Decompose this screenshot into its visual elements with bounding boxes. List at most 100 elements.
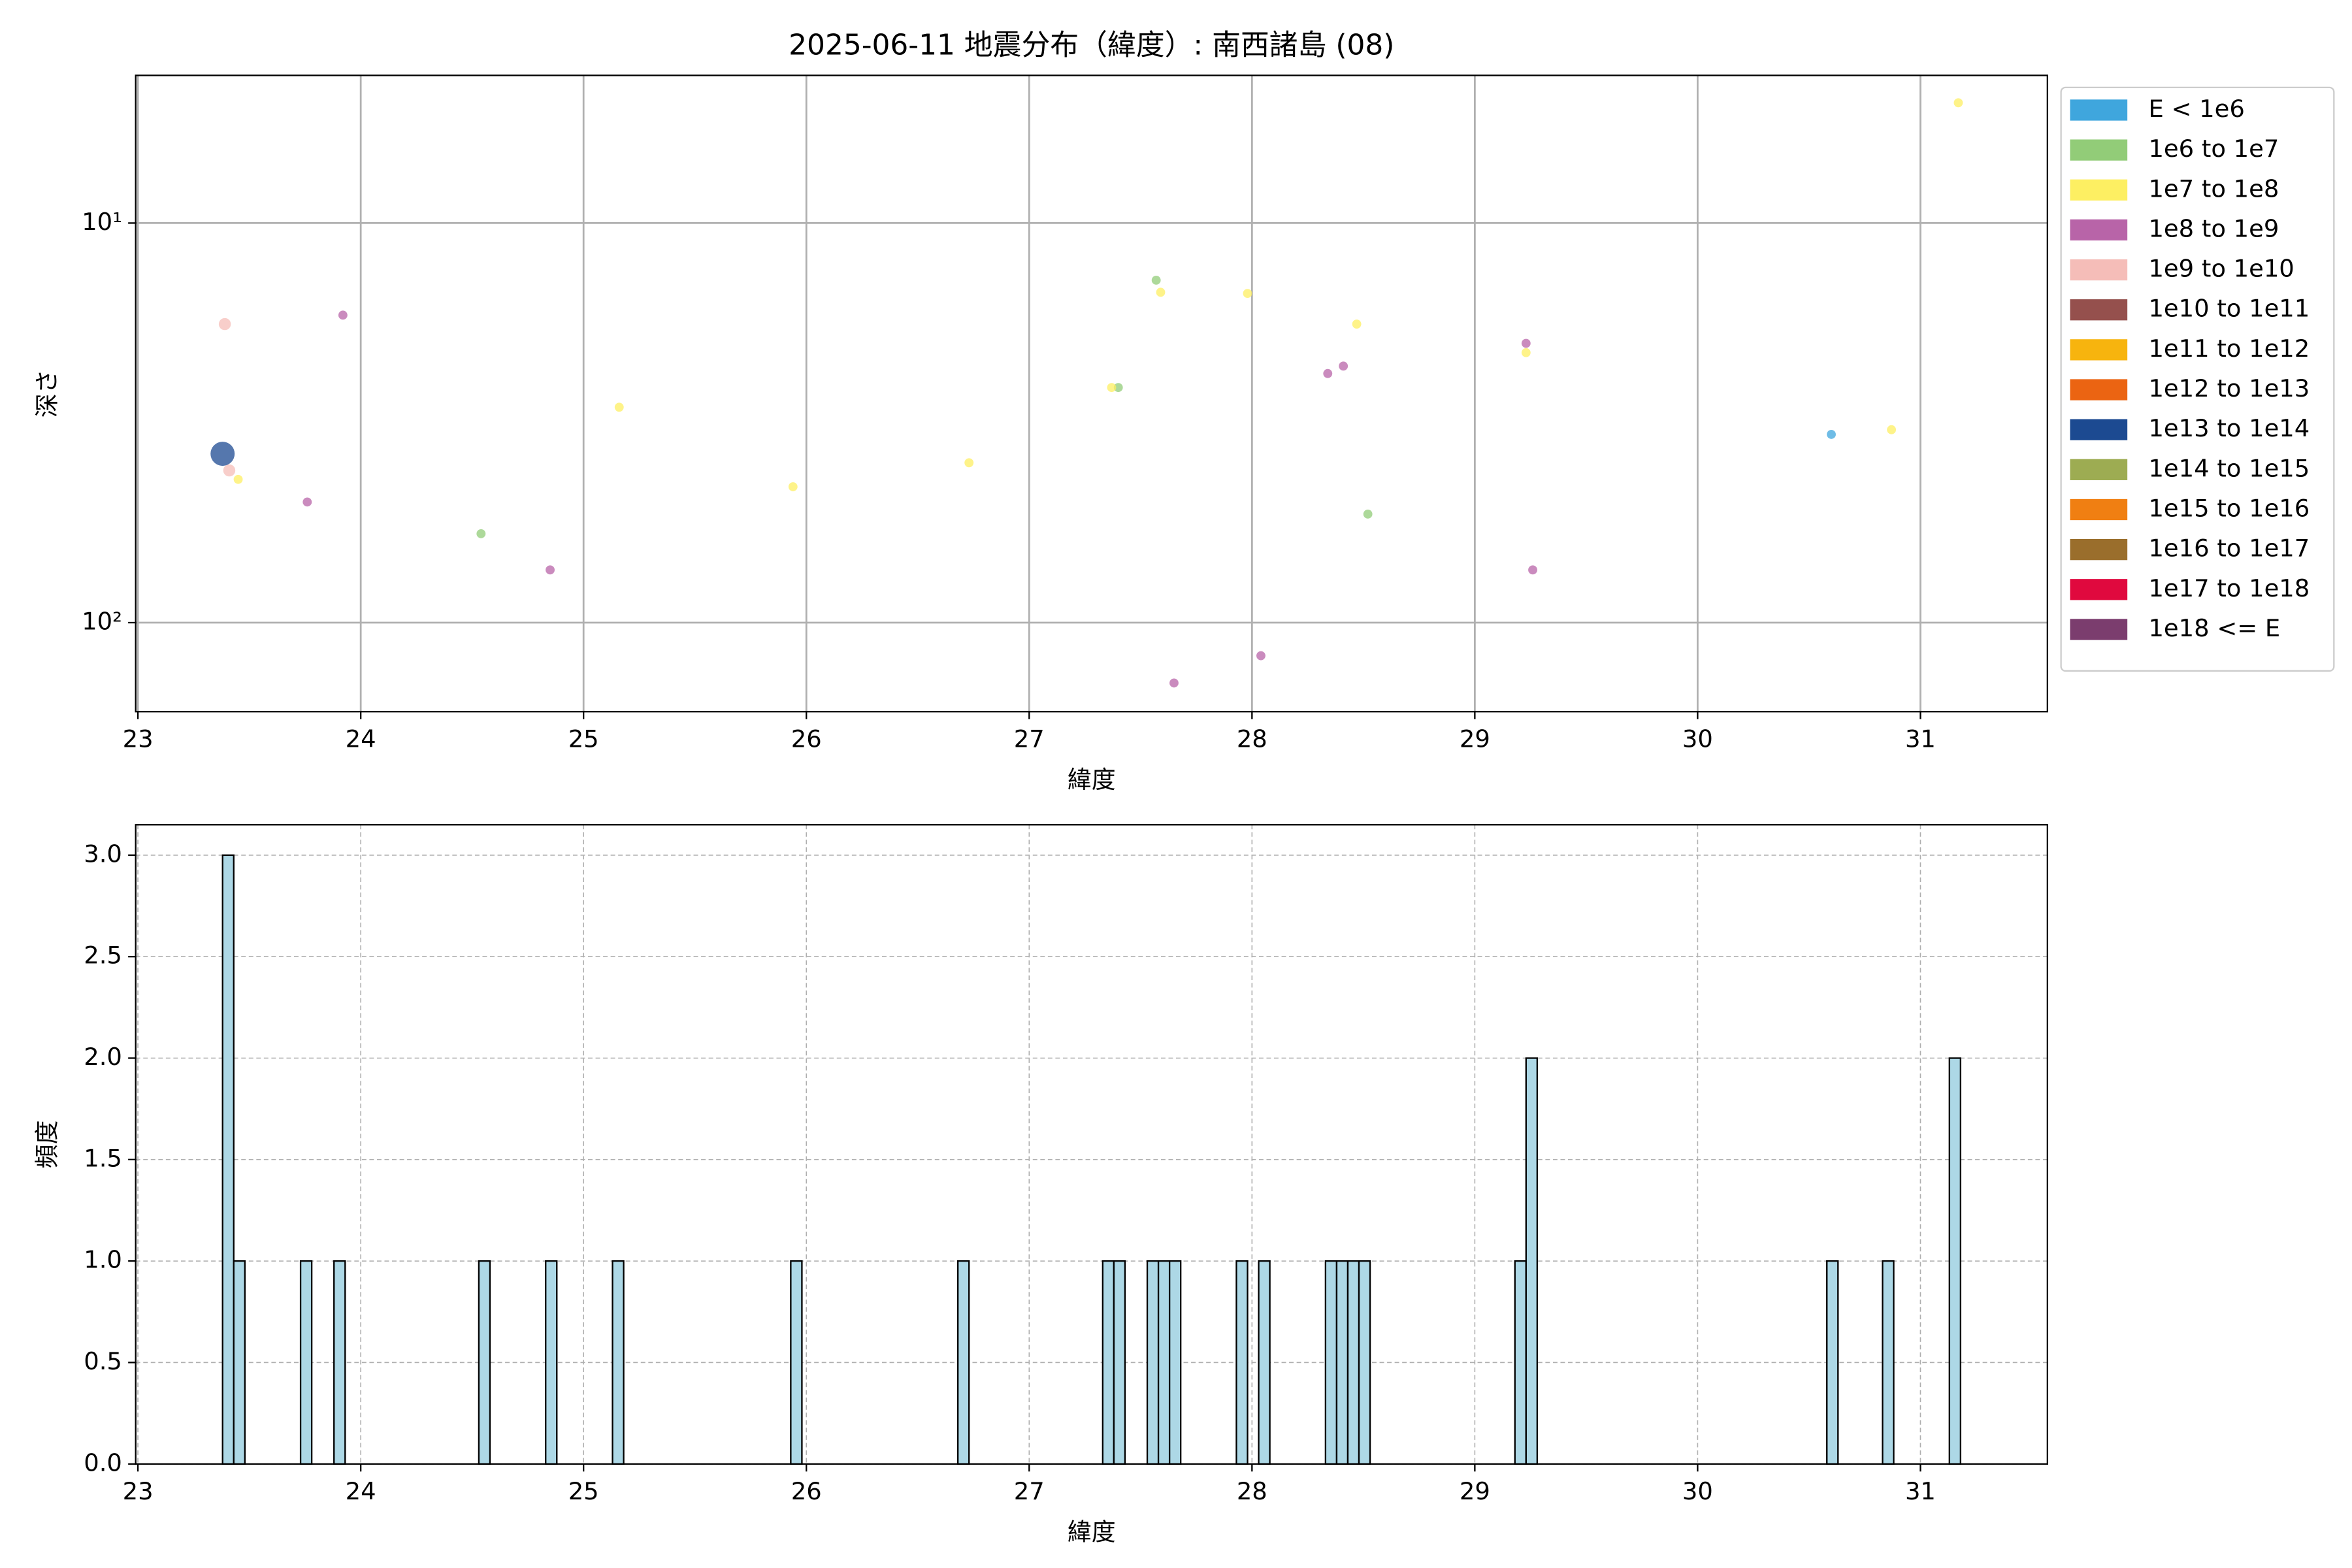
chart: 23 24 25 26 27 28 29 30 31 10¹ 10² E < 1e6 1e6 to 1e… (33, 29, 2335, 794)
bar (790, 1260, 803, 1465)
bar (545, 1260, 558, 1465)
x-tick-label: 27 (1014, 725, 1045, 753)
x-tick-label: 26 (791, 725, 822, 753)
bar (233, 1260, 246, 1465)
point (1528, 565, 1537, 575)
y-tick-label: 10² (82, 608, 122, 636)
bar (478, 1260, 491, 1465)
legend-swatch (2070, 139, 2128, 161)
point (1827, 429, 1836, 439)
x-axis-label: 緯度 (1068, 1518, 1116, 1546)
point (1953, 98, 1963, 108)
x-tick-label: 26 (791, 1477, 822, 1505)
x-tick-label: 23 (123, 1477, 154, 1505)
bar (1525, 1057, 1539, 1465)
bar (1258, 1260, 1271, 1465)
legend-label: 1e12 to 1e13 (2148, 374, 2310, 402)
legend-label: 1e8 to 1e9 (2148, 214, 2279, 242)
point (1256, 651, 1266, 661)
bar (299, 1260, 313, 1465)
point (1521, 348, 1531, 357)
y-tick-label: 10¹ (82, 208, 122, 236)
point (233, 474, 243, 484)
bar (1514, 1260, 1527, 1465)
point (1352, 319, 1362, 329)
legend: E < 1e6 1e6 to 1e7 1e7 to 1e8 1e8 to 1e9 1e9… (2060, 86, 2335, 672)
bar (1826, 1260, 1839, 1465)
y-tick-label: 1.5 (84, 1144, 122, 1172)
legend-swatch (2070, 179, 2128, 201)
point (1323, 368, 1333, 378)
legend-swatch (2070, 539, 2128, 561)
legend-swatch (2070, 339, 2128, 361)
legend-swatch (2070, 259, 2128, 281)
y-axis-label: 深さ (33, 369, 61, 417)
bar (1324, 1260, 1338, 1465)
bar (612, 1260, 625, 1465)
chart: 23 24 25 26 27 28 29 30 31 0.0 0.5 1.0 1.5 2.0 2.5 3.0 緯… (33, 824, 2048, 1546)
x-tick-label: 28 (1237, 725, 1267, 753)
legend-label: 1e16 to 1e17 (2148, 534, 2310, 563)
bar (1102, 1260, 1115, 1465)
x-tick-label: 24 (346, 725, 376, 753)
legend-label: 1e18 <= E (2148, 614, 2280, 642)
bar (333, 1260, 346, 1465)
point (1887, 425, 1897, 434)
point (302, 497, 312, 507)
bar (1358, 1260, 1371, 1465)
x-tick-label: 27 (1014, 1477, 1045, 1505)
legend-swatch (2070, 379, 2128, 400)
point (964, 458, 974, 468)
legend-swatch (2070, 299, 2128, 321)
legend-label: 1e14 to 1e15 (2148, 454, 2310, 482)
point (210, 442, 235, 466)
legend-swatch (2070, 619, 2128, 640)
y-tick-label: 3.0 (84, 840, 122, 868)
x-tick-label: 30 (1682, 1477, 1713, 1505)
legend-label: 1e11 to 1e12 (2148, 335, 2310, 363)
point (1363, 509, 1373, 519)
bar (221, 854, 235, 1465)
point (1169, 678, 1179, 688)
bar (1113, 1260, 1126, 1465)
bar (1235, 1260, 1249, 1465)
x-tick-label: 25 (568, 725, 599, 753)
plot-frame (135, 74, 2048, 713)
legend-swatch (2070, 219, 2128, 241)
x-axis-label: 緯度 (1068, 766, 1116, 794)
x-tick-label: 24 (346, 1477, 376, 1505)
x-tick-label: 29 (1460, 725, 1490, 753)
point (1243, 289, 1252, 299)
point (546, 565, 555, 575)
y-tick-label: 0.5 (84, 1347, 122, 1375)
point (1521, 338, 1531, 348)
bar (1882, 1260, 1895, 1465)
point (476, 529, 486, 538)
point (1113, 383, 1123, 393)
y-tick-label: 0.0 (84, 1448, 122, 1477)
y-axis-label: 頻度 (33, 1120, 61, 1169)
legend-swatch (2070, 498, 2128, 521)
legend-label: 1e15 to 1e16 (2148, 495, 2310, 523)
bar (956, 1260, 970, 1465)
x-tick-label: 23 (123, 725, 154, 753)
bar (1948, 1057, 1961, 1465)
point (614, 402, 624, 412)
plot-frame (135, 824, 2048, 1465)
bar (1157, 1260, 1171, 1465)
legend-frame (2060, 86, 2335, 672)
legend-label: 1e6 to 1e7 (2148, 135, 2279, 163)
legend-swatch (2070, 419, 2128, 440)
y-tick-label: 2.5 (84, 941, 122, 970)
point (1151, 275, 1161, 285)
legend-swatch (2070, 459, 2128, 480)
x-tick-label: 28 (1237, 1477, 1267, 1505)
chart-title: 2025-06-11 地震分布（緯度）: 南西諸島 (08) (789, 29, 1394, 62)
legend-label: 1e9 to 1e10 (2148, 255, 2294, 283)
x-tick-label: 30 (1682, 725, 1713, 753)
legend-label: 1e13 to 1e14 (2148, 414, 2310, 442)
legend-swatch (2070, 99, 2128, 121)
point (1339, 361, 1348, 371)
x-tick-label: 29 (1460, 1477, 1490, 1505)
